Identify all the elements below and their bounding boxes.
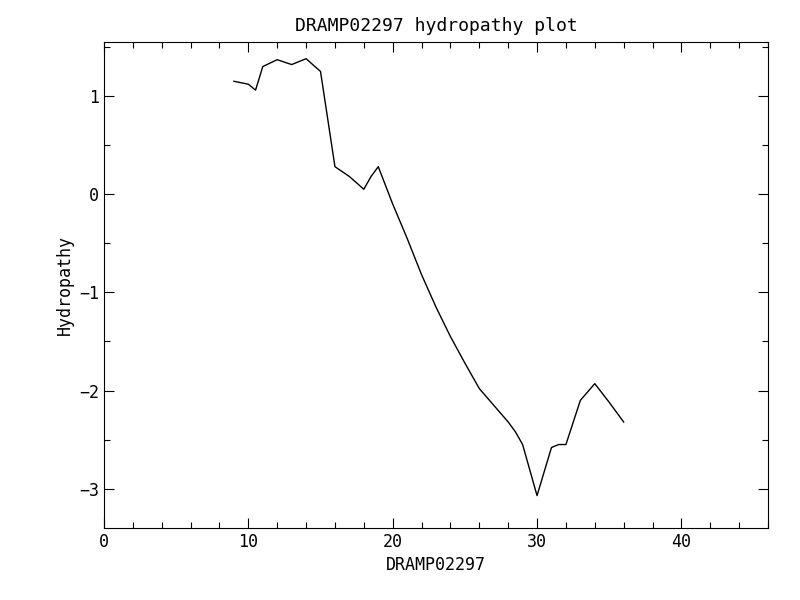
Y-axis label: Hydropathy: Hydropathy: [55, 235, 74, 335]
X-axis label: DRAMP02297: DRAMP02297: [386, 556, 486, 574]
Title: DRAMP02297 hydropathy plot: DRAMP02297 hydropathy plot: [294, 17, 578, 35]
